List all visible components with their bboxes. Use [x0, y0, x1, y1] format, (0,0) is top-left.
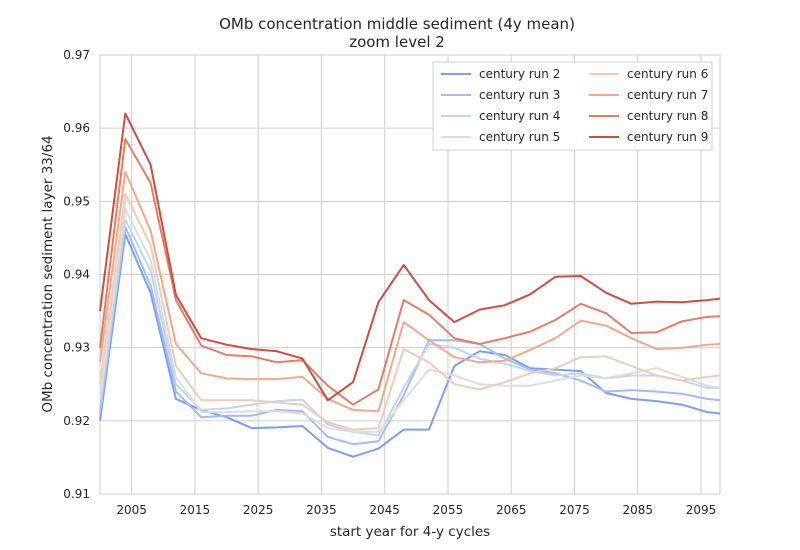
chart-subtitle: zoom level 2 — [349, 33, 445, 51]
x-tick-label: 2085 — [622, 503, 653, 517]
series-line-5 — [99, 193, 721, 431]
x-tick-label: 2095 — [686, 503, 717, 517]
series-line-6 — [99, 171, 721, 413]
legend-box — [432, 61, 713, 151]
legend-label: century run 7 — [627, 88, 708, 102]
series-line-8 — [99, 112, 721, 402]
x-tick-label: 2025 — [243, 503, 274, 517]
x-tick-label: 2035 — [306, 503, 337, 517]
legend-label: century run 5 — [479, 130, 560, 144]
legend-label: century run 2 — [479, 67, 560, 81]
x-tick-label: 2045 — [369, 503, 400, 517]
legend-label: century run 6 — [627, 67, 708, 81]
x-tick-label: 2065 — [496, 503, 527, 517]
y-tick-label: 0.93 — [63, 341, 90, 355]
y-tick-label: 0.92 — [63, 414, 90, 428]
y-tick-label: 0.91 — [63, 487, 90, 501]
legend: century run 2 century run 3 century run 4 c… — [432, 61, 713, 151]
x-tick-label: 2005 — [116, 503, 147, 517]
y-tick-label: 0.97 — [63, 48, 90, 62]
y-tick-label: 0.94 — [63, 268, 90, 282]
x-tick-labels: 2005 2015 2025 2035 2045 2055 2065 2075 2085 2095 — [116, 503, 716, 517]
x-tick-label: 2015 — [180, 503, 211, 517]
legend-label: century run 3 — [479, 88, 560, 102]
series-lines — [99, 112, 721, 458]
legend-label: century run 8 — [627, 109, 708, 123]
y-tick-labels: 0.91 0.92 0.93 0.94 0.95 0.96 0.97 — [63, 48, 90, 501]
series-line-3 — [99, 218, 720, 437]
x-tick-label: 2075 — [559, 503, 590, 517]
legend-label: century run 9 — [627, 130, 708, 144]
chart-title: OMb concentration middle sediment (4y me… — [219, 15, 575, 33]
x-axis-label: start year for 4-y cycles — [330, 524, 490, 540]
y-tick-label: 0.95 — [63, 194, 90, 208]
legend-label: century run 4 — [479, 109, 560, 123]
series-line-7 — [99, 138, 721, 406]
x-tick-label: 2055 — [433, 503, 464, 517]
y-tick-label: 0.96 — [63, 121, 90, 135]
y-axis-label: OMb concentration sediment layer 33/64 — [40, 135, 56, 412]
series-line-4 — [99, 207, 721, 433]
